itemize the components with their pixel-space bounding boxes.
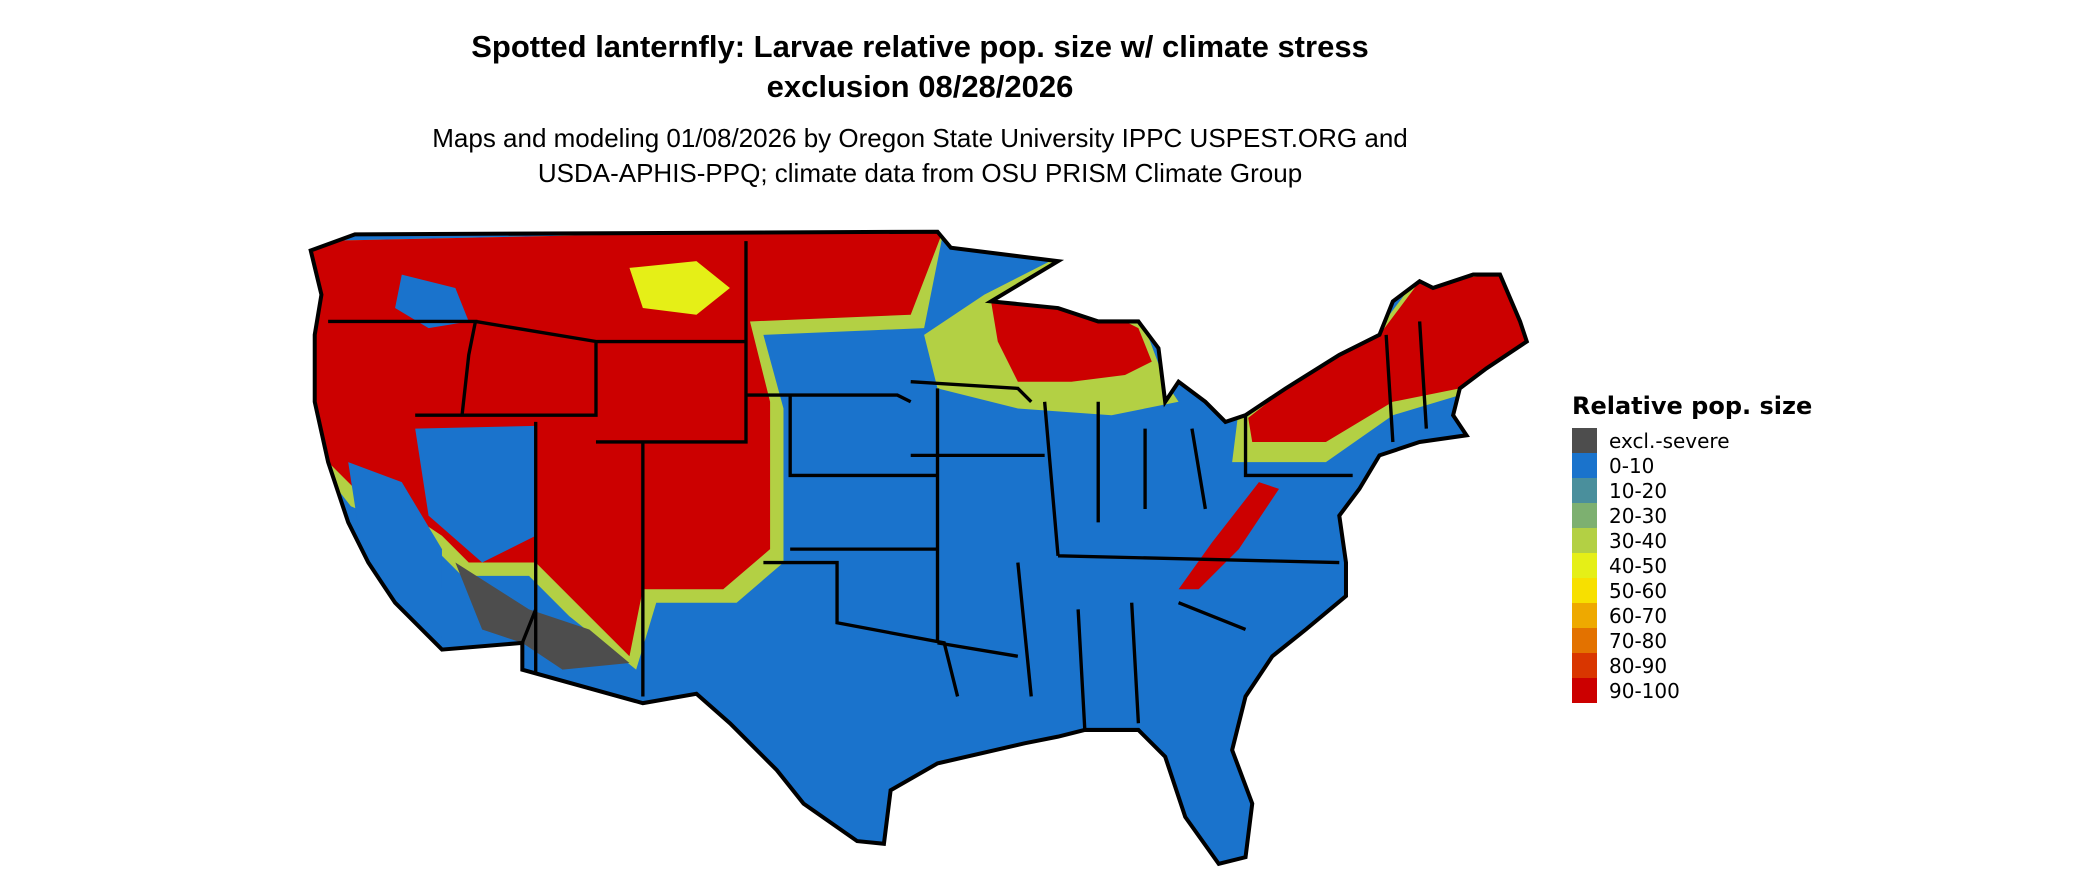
legend-label: excl.-severe — [1609, 428, 1730, 453]
subtitle-line2: USDA-APHIS-PPQ; climate data from OSU PR… — [537, 158, 1303, 188]
legend-swatch — [1572, 503, 1597, 528]
legend-item: 30-40 — [1572, 528, 1812, 553]
region-90-100-appalachia — [1178, 482, 1280, 590]
map-title-line1: Spotted lanternfly: Larvae relative pop.… — [471, 29, 1369, 64]
legend-item: 40-50 — [1572, 553, 1812, 578]
legend-label: 60-70 — [1609, 603, 1668, 628]
legend-item: 50-60 — [1572, 578, 1812, 603]
legend-item: 80-90 — [1572, 653, 1812, 678]
map-title-line2: exclusion 08/28/2026 — [766, 69, 1074, 104]
legend-item: 20-30 — [1572, 503, 1812, 528]
legend-item: 90-100 — [1572, 678, 1812, 703]
region-0-10-interior — [395, 274, 469, 329]
region-0-10-ca — [348, 462, 442, 643]
legend: Relative pop. size excl.-severe 0-10 10-20… — [1572, 392, 1812, 703]
legend-swatch — [1572, 653, 1597, 678]
legend-swatch — [1572, 628, 1597, 653]
legend-swatch — [1572, 603, 1597, 628]
legend-item: 0-10 — [1572, 453, 1812, 478]
legend-item: 60-70 — [1572, 603, 1812, 628]
region-yellow-wy — [629, 261, 730, 315]
legend-items: excl.-severe 0-10 10-20 20-30 30-40 40-50 50-6… — [1572, 428, 1812, 703]
legend-swatch — [1572, 553, 1597, 578]
legend-item: 70-80 — [1572, 628, 1812, 653]
legend-title: Relative pop. size — [1572, 392, 1813, 420]
legend-swatch — [1572, 453, 1597, 478]
subtitle-line1: Maps and modeling 01/08/2026 by Oregon S… — [432, 123, 1408, 153]
legend-label: 80-90 — [1609, 653, 1668, 678]
region-0-10-great-basin — [415, 425, 536, 563]
legend-label: 50-60 — [1609, 578, 1668, 603]
legend-label: 10-20 — [1609, 478, 1668, 503]
legend-label: 0-10 — [1609, 453, 1655, 478]
legend-swatch — [1572, 578, 1597, 603]
legend-label: 20-30 — [1609, 503, 1668, 528]
region-excl-severe — [455, 562, 630, 670]
legend-swatch — [1572, 478, 1597, 503]
legend-label: 70-80 — [1609, 628, 1668, 653]
legend-item: 10-20 — [1572, 478, 1812, 503]
legend-swatch — [1572, 528, 1597, 553]
legend-swatch — [1572, 428, 1597, 453]
legend-label: 90-100 — [1609, 678, 1680, 703]
state-borders — [328, 241, 1429, 731]
legend-label: 40-50 — [1609, 553, 1668, 578]
legend-label: 30-40 — [1609, 528, 1668, 553]
legend-swatch — [1572, 678, 1597, 703]
legend-item: excl.-severe — [1572, 428, 1812, 453]
